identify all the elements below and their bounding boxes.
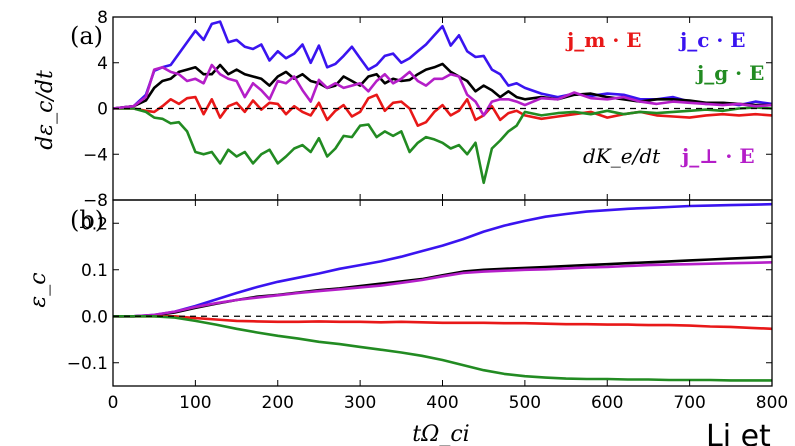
annotation-dke: dK_e/dt — [583, 144, 661, 168]
panel-a-ytick-label: 0 — [97, 100, 108, 120]
panel-b-xtick-label: 600 — [591, 393, 623, 413]
annotation-jg: j_g · E — [695, 61, 764, 85]
panel-b-xtick-label: 0 — [108, 393, 119, 413]
panel-b-ytick-label: 0.2 — [81, 214, 108, 234]
panel-b-series-j-m-e — [113, 315, 773, 331]
panel-a-label: (a) — [70, 22, 103, 50]
panel-b-xtick-label: 500 — [509, 393, 541, 413]
panel-b-ticks: −0.1 0.0 0.1 0.2 0 100 200 300 400 500 600 700 800 — [67, 200, 788, 413]
panel-a-ytick-label: −4 — [83, 145, 108, 165]
panel-b-series-j-g-e — [113, 315, 772, 382]
panel-b-xtick-label: 200 — [262, 393, 294, 413]
panel-a-series — [112, 20, 773, 185]
panel-b-xtick-label: 100 — [179, 393, 211, 413]
panel-b-xtick-label: 300 — [344, 393, 376, 413]
panel-a-ylabel: dε_c/dt — [33, 70, 58, 150]
panel-b-label: (b) — [70, 206, 104, 234]
panel-b-series-j-e — [113, 261, 773, 318]
panel-a-series-j-g-e — [113, 106, 773, 185]
panel-a: −8 −4 0 4 8 (a) dε_c/dt j_m · E j_c · E j_g … — [33, 8, 773, 211]
panel-b-xtick-label: 400 — [426, 393, 458, 413]
panel-b-ytick-label: −0.1 — [67, 354, 108, 374]
panel-a-series-j-e — [112, 63, 773, 117]
panel-b-xlabel: tΩ_ci — [412, 422, 469, 446]
corner-text: Li et — [706, 419, 771, 446]
panel-a-ytick-label: −8 — [83, 191, 108, 211]
annotation-jc: j_c · E — [678, 28, 746, 52]
panel-a-ytick-label: 4 — [97, 54, 108, 74]
annotation-jm: j_m · E — [565, 28, 642, 52]
panel-a-frame — [112, 16, 773, 201]
panel-b-series-j-c-e — [113, 202, 773, 318]
panel-a-ytick-label: 8 — [97, 8, 108, 28]
panel-b-frame — [112, 199, 773, 387]
panel-b-xtick-label: 700 — [673, 393, 705, 413]
panel-b-xtick-label: 800 — [756, 393, 788, 413]
panel-b-ylabel: ε_c — [26, 272, 51, 307]
annotation-jperp: j_⊥ · E — [680, 144, 755, 168]
panel-b-ytick-label: 0.0 — [81, 307, 108, 327]
panel-a-annotations: j_m · E j_c · E j_g · E dK_e/dt j_⊥ · E — [565, 28, 764, 168]
panel-b-series — [113, 202, 773, 382]
panel-b: −0.1 0.0 0.1 0.2 0 100 200 300 400 500 600 700 800 (… — [26, 199, 788, 446]
panel-b-ytick-label: 0.1 — [81, 261, 108, 281]
panel-a-ticks: −8 −4 0 4 8 — [83, 8, 773, 211]
